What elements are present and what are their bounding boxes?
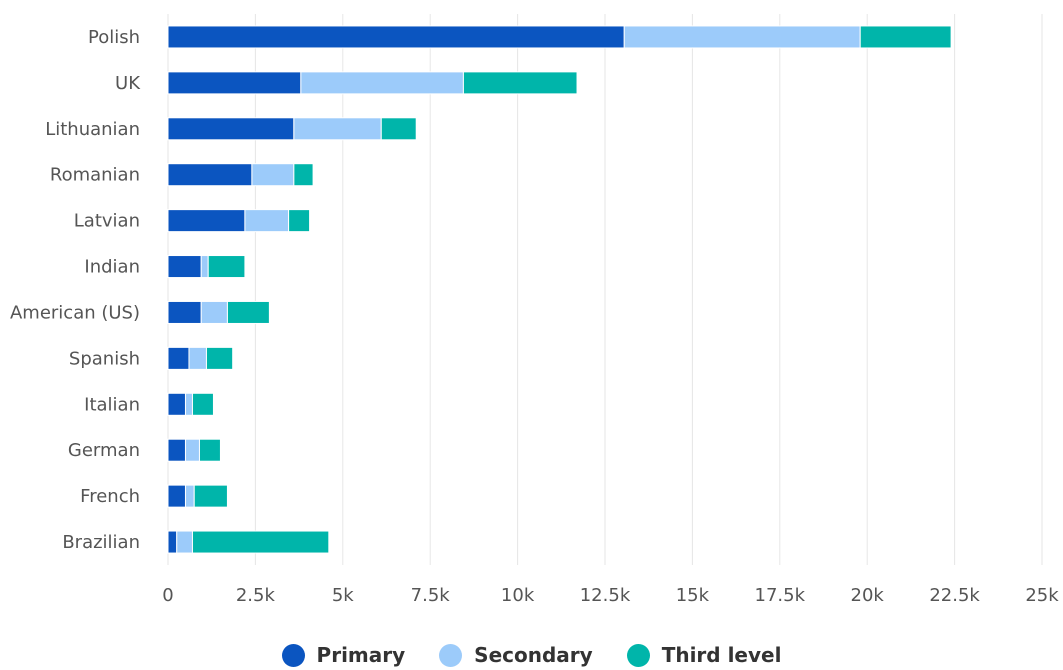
bar-third-level[interactable] bbox=[191, 530, 330, 554]
category-label: Romanian bbox=[50, 165, 140, 186]
bar-primary[interactable] bbox=[167, 346, 190, 370]
bar-third-level[interactable] bbox=[293, 163, 314, 187]
legend: Primary Secondary Third level bbox=[0, 640, 1063, 670]
legend-swatch-secondary bbox=[439, 643, 463, 667]
x-tick-label: 0 bbox=[162, 585, 173, 606]
bar-primary[interactable] bbox=[167, 117, 295, 141]
bar-secondary[interactable] bbox=[300, 71, 464, 95]
x-tick-label: 10k bbox=[501, 585, 535, 606]
category-label: French bbox=[80, 486, 140, 507]
bar-secondary[interactable] bbox=[623, 25, 861, 49]
x-tick-label: 25k bbox=[1025, 585, 1059, 606]
category-label: Polish bbox=[88, 27, 140, 48]
bar-primary[interactable] bbox=[167, 71, 302, 95]
bar-secondary[interactable] bbox=[184, 392, 193, 416]
category-label: Indian bbox=[84, 257, 140, 278]
x-tick-label: 15k bbox=[676, 585, 710, 606]
legend-swatch-primary bbox=[281, 643, 305, 667]
x-tick-label: 12.5k bbox=[580, 585, 631, 606]
bar-third-level[interactable] bbox=[198, 438, 221, 462]
bar-third-level[interactable] bbox=[226, 300, 270, 324]
bar-third-level[interactable] bbox=[207, 255, 246, 279]
bar-third-level[interactable] bbox=[288, 209, 311, 233]
legend-item-secondary[interactable]: Secondary bbox=[439, 643, 593, 667]
x-tick-label: 17.5k bbox=[755, 585, 806, 606]
x-tick-label: 5k bbox=[332, 585, 354, 606]
bar-primary[interactable] bbox=[167, 438, 186, 462]
bar-third-level[interactable] bbox=[205, 346, 234, 370]
bar-secondary[interactable] bbox=[188, 346, 207, 370]
bar-third-level[interactable] bbox=[859, 25, 952, 49]
bar-secondary[interactable] bbox=[251, 163, 295, 187]
bar-primary[interactable] bbox=[167, 484, 186, 508]
bar-primary[interactable] bbox=[167, 25, 625, 49]
legend-label-primary: Primary bbox=[316, 643, 406, 667]
bar-secondary[interactable] bbox=[184, 484, 195, 508]
bar-primary[interactable] bbox=[167, 300, 202, 324]
stacked-bar-chart: Polish UK Lithuanian Romanian Latvian Indian A… bbox=[10, 14, 1059, 606]
bar-secondary[interactable] bbox=[200, 300, 228, 324]
bar-primary[interactable] bbox=[167, 163, 253, 187]
legend-label-third-level: Third level bbox=[661, 643, 782, 667]
category-label: German bbox=[68, 440, 140, 461]
bar-secondary[interactable] bbox=[244, 209, 290, 233]
bar-secondary[interactable] bbox=[184, 438, 200, 462]
category-label: Lithuanian bbox=[45, 119, 140, 140]
bars bbox=[167, 25, 952, 554]
category-label: Brazilian bbox=[62, 532, 140, 553]
legend-item-primary[interactable]: Primary bbox=[281, 643, 406, 667]
x-tick-label: 7.5k bbox=[411, 585, 451, 606]
bar-third-level[interactable] bbox=[380, 117, 417, 141]
category-label: UK bbox=[115, 73, 141, 94]
bar-primary[interactable] bbox=[167, 255, 202, 279]
grid-lines bbox=[167, 14, 1043, 565]
bar-primary[interactable] bbox=[167, 530, 178, 554]
x-tick-label: 22.5k bbox=[929, 585, 980, 606]
category-label: Latvian bbox=[74, 211, 140, 232]
x-tick-label: 2.5k bbox=[236, 585, 276, 606]
x-tick-label: 20k bbox=[851, 585, 885, 606]
bar-secondary[interactable] bbox=[200, 255, 209, 279]
legend-swatch-third-level bbox=[626, 643, 650, 667]
bar-third-level[interactable] bbox=[191, 392, 214, 416]
category-label: Spanish bbox=[69, 348, 140, 369]
bar-third-level[interactable] bbox=[462, 71, 578, 95]
category-labels: Polish UK Lithuanian Romanian Latvian Indian A… bbox=[10, 27, 141, 553]
bar-secondary[interactable] bbox=[176, 530, 193, 554]
bar-secondary[interactable] bbox=[293, 117, 382, 141]
legend-item-third-level[interactable]: Third level bbox=[626, 643, 782, 667]
x-tick-labels: 0 2.5k 5k 7.5k 10k 12.5k 15k 17.5k 20k 22.5k 25k bbox=[162, 585, 1059, 606]
category-label: American (US) bbox=[10, 302, 140, 323]
bar-primary[interactable] bbox=[167, 392, 186, 416]
category-label: Italian bbox=[84, 394, 140, 415]
bar-third-level[interactable] bbox=[193, 484, 228, 508]
legend-label-secondary: Secondary bbox=[474, 643, 593, 667]
bar-primary[interactable] bbox=[167, 209, 246, 233]
